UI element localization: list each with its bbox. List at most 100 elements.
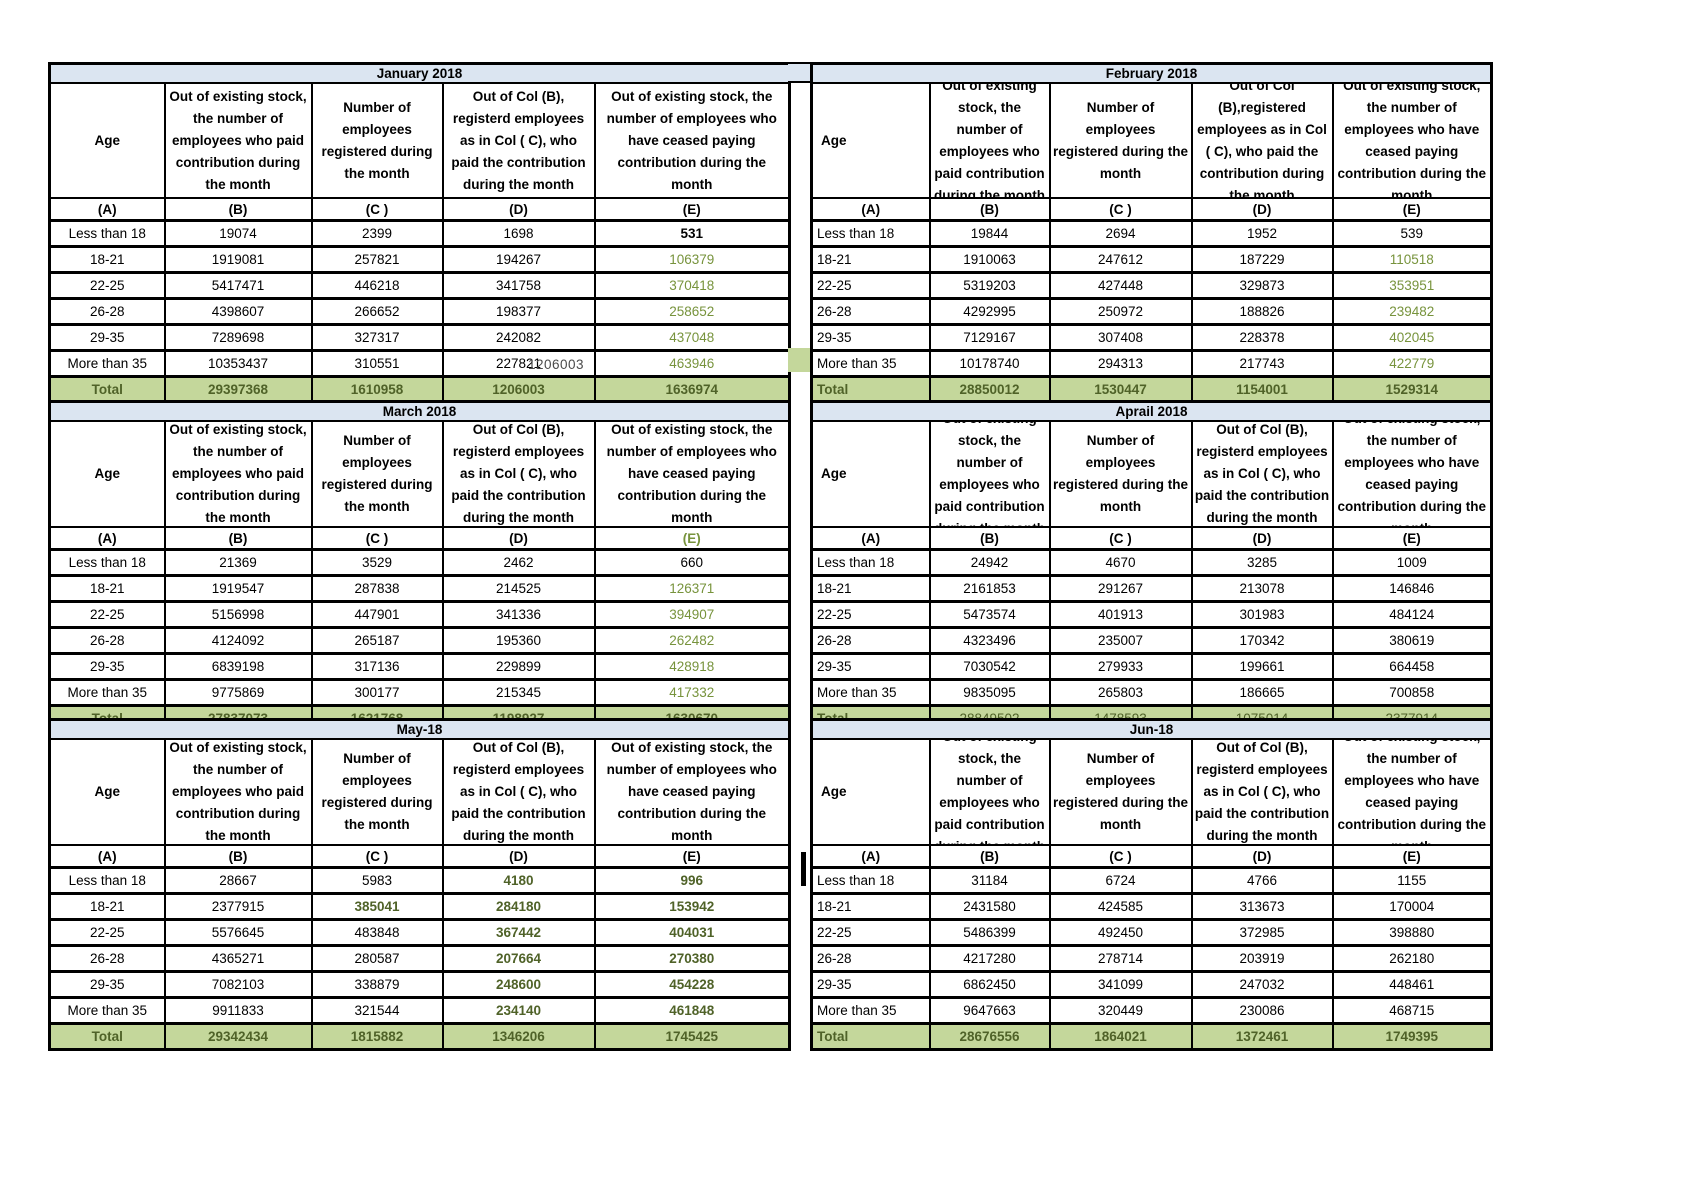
- value-cell: 367442: [441, 918, 596, 947]
- value-cell: 242082: [441, 323, 596, 352]
- value-cell: 5473574: [928, 600, 1051, 629]
- total-value: 1372461: [1190, 1022, 1334, 1051]
- value-cell: 1919081: [163, 245, 313, 274]
- table-row: More than 35 10353437 310551 227821 463946: [48, 349, 791, 378]
- table-row: 22-25 5486399 492450 372985 398880: [810, 918, 1493, 947]
- table-row: 18-21 1919081 257821 194267 106379: [48, 245, 791, 274]
- value-cell: 313673: [1190, 892, 1334, 921]
- overlapping-value-artifact: 1206003: [528, 357, 585, 372]
- age-cell: 29-35: [810, 970, 931, 999]
- total-value: 1864021: [1048, 1022, 1193, 1051]
- col-header-e: Out of existing stock, the number of emp…: [593, 420, 791, 528]
- age-cell: 26-28: [810, 297, 931, 326]
- value-cell: 239482: [1331, 297, 1493, 326]
- col-header-d: Out of Col (B), registerd employees as i…: [441, 738, 596, 846]
- value-cell: 437048: [593, 323, 791, 352]
- table-row: 29-35 7129167 307408 228378 402045: [810, 323, 1493, 352]
- value-cell: 270380: [593, 944, 791, 973]
- age-cell: 18-21: [48, 892, 166, 921]
- age-cell: 29-35: [48, 970, 166, 999]
- table-row: 29-35 6839198 317136 229899 428918: [48, 652, 791, 681]
- col-label: (E): [1331, 844, 1493, 869]
- value-cell: 4292995: [928, 297, 1051, 326]
- col-label: (C ): [310, 197, 444, 222]
- value-cell: 215345: [441, 678, 596, 707]
- value-cell: 329873: [1190, 271, 1334, 300]
- value-cell: 126371: [593, 574, 791, 603]
- col-header-d: Out of Col (B), registerd employees as i…: [441, 420, 596, 528]
- value-cell: 446218: [310, 271, 444, 300]
- month-table-march-2018: March 2018 Age Out of existing stock, the …: [48, 400, 791, 733]
- col-label: (A): [810, 197, 931, 222]
- total-label: Total: [48, 1022, 166, 1051]
- col-label: (C ): [1048, 526, 1193, 551]
- col-label: (E): [593, 526, 791, 551]
- value-cell: 294313: [1048, 349, 1193, 378]
- value-cell: 370418: [593, 271, 791, 300]
- value-cell: 266652: [310, 297, 444, 326]
- value-cell: 372985: [1190, 918, 1334, 947]
- value-cell: 427448: [1048, 271, 1193, 300]
- value-cell: 664458: [1331, 652, 1493, 681]
- table-title: January 2018: [48, 62, 791, 84]
- total-value: 28676556: [928, 1022, 1051, 1051]
- col-header-b: Out of existing stock, the number of emp…: [163, 420, 313, 528]
- col-header-c: Number of employees registered during th…: [310, 738, 444, 846]
- value-cell: 454228: [593, 970, 791, 999]
- value-cell: 31184: [928, 866, 1051, 895]
- value-cell: 341336: [441, 600, 596, 629]
- value-cell: 1698: [441, 219, 596, 248]
- total-label: Total: [48, 375, 166, 404]
- value-cell: 194267: [441, 245, 596, 274]
- total-value: 29397368: [163, 375, 313, 404]
- table-row: 18-21 1919547 287838 214525 126371: [48, 574, 791, 603]
- value-cell: 996: [593, 866, 791, 895]
- value-cell: 2462: [441, 548, 596, 577]
- value-cell: 5319203: [928, 271, 1051, 300]
- table-title: Jun-18: [810, 718, 1493, 740]
- value-cell: 5486399: [928, 918, 1051, 947]
- col-header-a: Age: [48, 420, 166, 528]
- value-cell: 7129167: [928, 323, 1051, 352]
- age-cell: Less than 18: [810, 219, 931, 248]
- value-cell: 9911833: [163, 996, 313, 1025]
- col-header-d: Out of Col (B),registered employees as i…: [1190, 82, 1334, 199]
- total-value: 1530447: [1048, 375, 1193, 404]
- table-row: Less than 18 28667 5983 4180 996: [48, 866, 791, 895]
- value-cell: 195360: [441, 626, 596, 655]
- value-cell: 2377915: [163, 892, 313, 921]
- value-cell: 353951: [1331, 271, 1493, 300]
- value-cell: 247612: [1048, 245, 1193, 274]
- value-cell: 320449: [1048, 996, 1193, 1025]
- age-cell: 29-35: [810, 323, 931, 352]
- table-row: 26-28 4398607 266652 198377 258652: [48, 297, 791, 326]
- stray-border-mark: [801, 852, 806, 886]
- age-cell: Less than 18: [48, 866, 166, 895]
- value-cell: 2399: [310, 219, 444, 248]
- value-cell: 235007: [1048, 626, 1193, 655]
- value-cell: 398880: [1331, 918, 1493, 947]
- value-cell: 2161853: [928, 574, 1051, 603]
- col-header-c: Number of employees registered during th…: [310, 82, 444, 199]
- gap-strip-green: [788, 348, 810, 372]
- col-header-e: Out of existing stock, the number of emp…: [1331, 82, 1493, 199]
- value-cell: 284180: [441, 892, 596, 921]
- age-cell: 22-25: [810, 271, 931, 300]
- col-header-b: Out of existing stock, the number of emp…: [928, 82, 1051, 199]
- col-header-d: Out of Col (B), registerd employees as i…: [1190, 420, 1334, 528]
- value-cell: 234140: [441, 996, 596, 1025]
- value-cell: 4217280: [928, 944, 1051, 973]
- value-cell: 6724: [1048, 866, 1193, 895]
- age-cell: Less than 18: [810, 548, 931, 577]
- value-cell: 265187: [310, 626, 444, 655]
- age-cell: More than 35: [48, 996, 166, 1025]
- value-cell: 660: [593, 548, 791, 577]
- age-cell: 18-21: [48, 245, 166, 274]
- value-cell: 448461: [1331, 970, 1493, 999]
- value-cell: 19074: [163, 219, 313, 248]
- value-cell: 10178740: [928, 349, 1051, 378]
- value-cell: 402045: [1331, 323, 1493, 352]
- age-cell: Less than 18: [48, 219, 166, 248]
- col-label: (D): [441, 197, 596, 222]
